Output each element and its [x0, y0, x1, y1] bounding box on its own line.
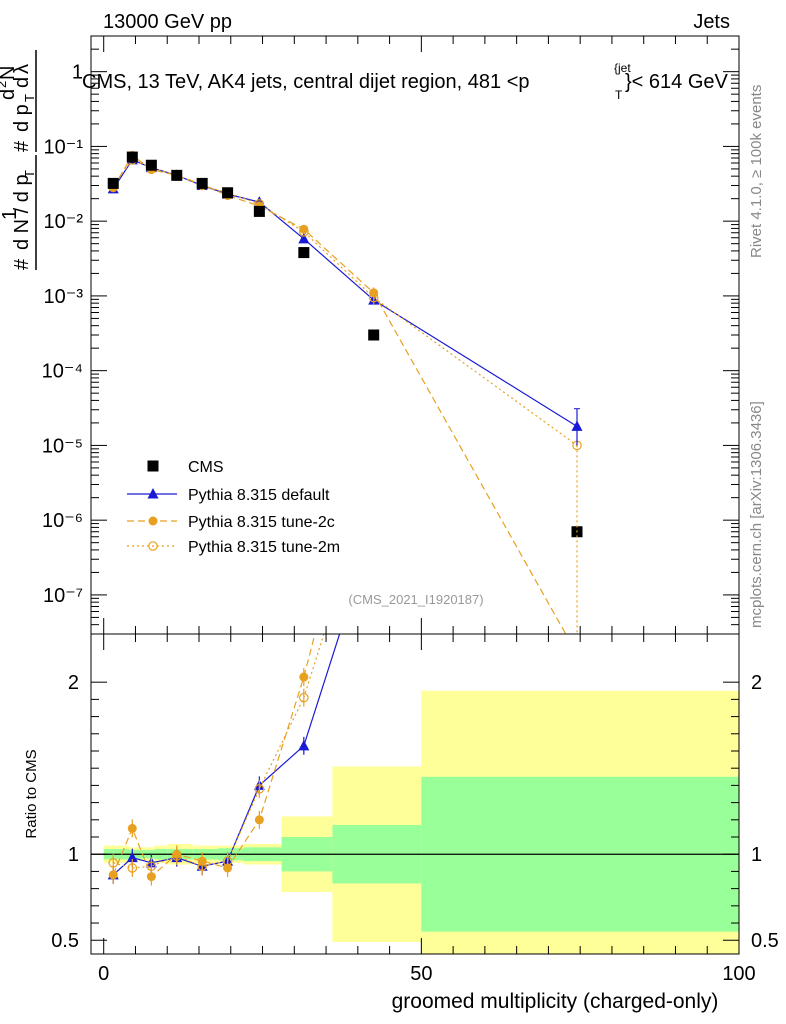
chart-title-post: }< 614 GeV: [625, 71, 729, 93]
svg-text:#: #: [11, 258, 33, 270]
rivet-version-label: Rivet 4.1.0, ≥ 100k events: [748, 84, 765, 258]
svg-text:#: #: [11, 140, 33, 152]
data-point-marker: [126, 851, 138, 863]
svg-text:d: d: [11, 77, 33, 88]
data-point-marker: [126, 151, 138, 163]
series-line: [112, 154, 567, 634]
process-label: Jets: [693, 11, 730, 33]
ratio-series-2: [108, 634, 325, 877]
y-tick-label: 1: [72, 62, 83, 84]
legend-label: Pythia 8.315 tune-2c: [188, 514, 335, 531]
data-point-marker: [108, 858, 119, 868]
ratio-y-tick-label-right: 2: [751, 672, 762, 694]
data-point-marker: [171, 851, 182, 861]
energy-label: 13000 GeV pp: [103, 11, 232, 33]
ratio-y-tick-label-right: 1: [751, 844, 762, 866]
x-tick-label: 50: [410, 963, 432, 985]
data-point-marker: [147, 488, 159, 499]
svg-text:d p: d p: [11, 104, 33, 132]
svg-text:T: T: [22, 94, 37, 102]
svg-text:1: 1: [0, 209, 21, 220]
legend-label: Pythia 8.315 tune-2m: [188, 539, 340, 556]
data-point-marker: [145, 159, 157, 171]
mcplots-credit-label: mcplots.cern.ch [arXiv:1306.3436]: [748, 401, 765, 628]
data-point-marker: [107, 177, 119, 189]
data-point-marker: [146, 861, 157, 872]
y-tick-label: 10⁻⁶: [42, 510, 83, 532]
svg-text:λ: λ: [11, 64, 33, 74]
data-point-marker: [197, 861, 207, 872]
data-point-marker: [298, 232, 310, 244]
data-point-marker: [127, 863, 138, 873]
y-tick-label: 10⁻²: [44, 211, 84, 233]
ratio-y-tick-label-right: 0.5: [751, 930, 779, 952]
data-point-marker: [299, 692, 309, 703]
ratio-y-tick-label: 0.5: [51, 930, 79, 952]
chart-title: CMS, 13 TeV, AK4 jets, central dijet reg…: [82, 61, 729, 102]
chart-title-sub: T: [615, 88, 623, 102]
y-tick-label: 10⁻⁴: [42, 361, 83, 383]
svg-text:T: T: [22, 170, 37, 178]
data-point-marker: [299, 672, 309, 682]
data-point-marker: [368, 329, 380, 341]
data-point-marker: [299, 224, 309, 234]
analysis-watermark: (CMS_2021_I1920187): [348, 592, 483, 607]
y-tick-label: 10⁻¹: [44, 136, 84, 158]
data-point-marker: [222, 187, 234, 199]
ratio-panel: 0 50 100 0.5 0.5 1 1 2 2 Ratio to CMS groomed mu…: [23, 633, 779, 1013]
main-y-axis-title: # d N / d p T 1 # d p T d λ d 2 N: [0, 50, 37, 270]
legend: CMS Pythia 8.315 default Pythia 8.315 tune…: [127, 459, 340, 556]
data-point-marker: [108, 870, 118, 880]
ratio-y-tick-label: 2: [68, 672, 79, 694]
series-0: [107, 151, 583, 538]
series-2: [108, 150, 567, 634]
series-line: [112, 159, 578, 427]
data-point-marker: [146, 872, 156, 882]
y-tick-label: 10⁻³: [44, 286, 84, 308]
ratio-y-tick-label: 1: [68, 844, 79, 866]
x-tick-label: 0: [98, 963, 109, 985]
chart-title-main: CMS, 13 TeV, AK4 jets, central dijet reg…: [82, 71, 530, 93]
data-point-marker: [196, 177, 208, 189]
series-line: [112, 159, 578, 446]
x-axis-title: groomed multiplicity (charged-only): [392, 990, 719, 1013]
svg-text:N: N: [0, 66, 19, 80]
legend-label: Pythia 8.315 default: [188, 487, 330, 504]
data-point-marker: [253, 205, 265, 217]
data-point-marker: [171, 169, 183, 181]
chart-title-sup: {jet: [614, 61, 631, 75]
y-tick-label: 10⁻⁷: [43, 585, 83, 607]
data-point-marker: [127, 823, 137, 833]
ratio-series-line: [113, 634, 325, 869]
data-point-marker: [147, 460, 159, 472]
series-3: [108, 155, 582, 451]
data-point-marker: [298, 739, 310, 751]
main-panel: 1 10⁻¹ 10⁻² 10⁻³ 10⁻⁴ 10⁻⁵ 10⁻⁶ 10⁻⁷ (CMS_2021_…: [42, 35, 740, 635]
data-point-marker: [299, 227, 309, 237]
data-point-marker: [148, 541, 158, 551]
svg-text:d: d: [0, 89, 19, 100]
data-point-marker: [254, 784, 265, 794]
series-1: [107, 153, 583, 431]
x-tick-label: 100: [722, 963, 755, 985]
svg-text:2: 2: [0, 81, 9, 88]
data-point-marker: [254, 815, 264, 825]
legend-label: CMS: [188, 459, 224, 476]
y-tick-label: 10⁻⁵: [42, 435, 83, 457]
data-point-marker: [298, 247, 310, 259]
data-point-marker: [148, 516, 158, 526]
ratio-y-axis-title: Ratio to CMS: [23, 749, 40, 838]
ratio-frame: [90, 633, 740, 955]
svg-text:d N / d p: d N / d p: [11, 174, 33, 250]
data-point-marker: [222, 856, 233, 866]
